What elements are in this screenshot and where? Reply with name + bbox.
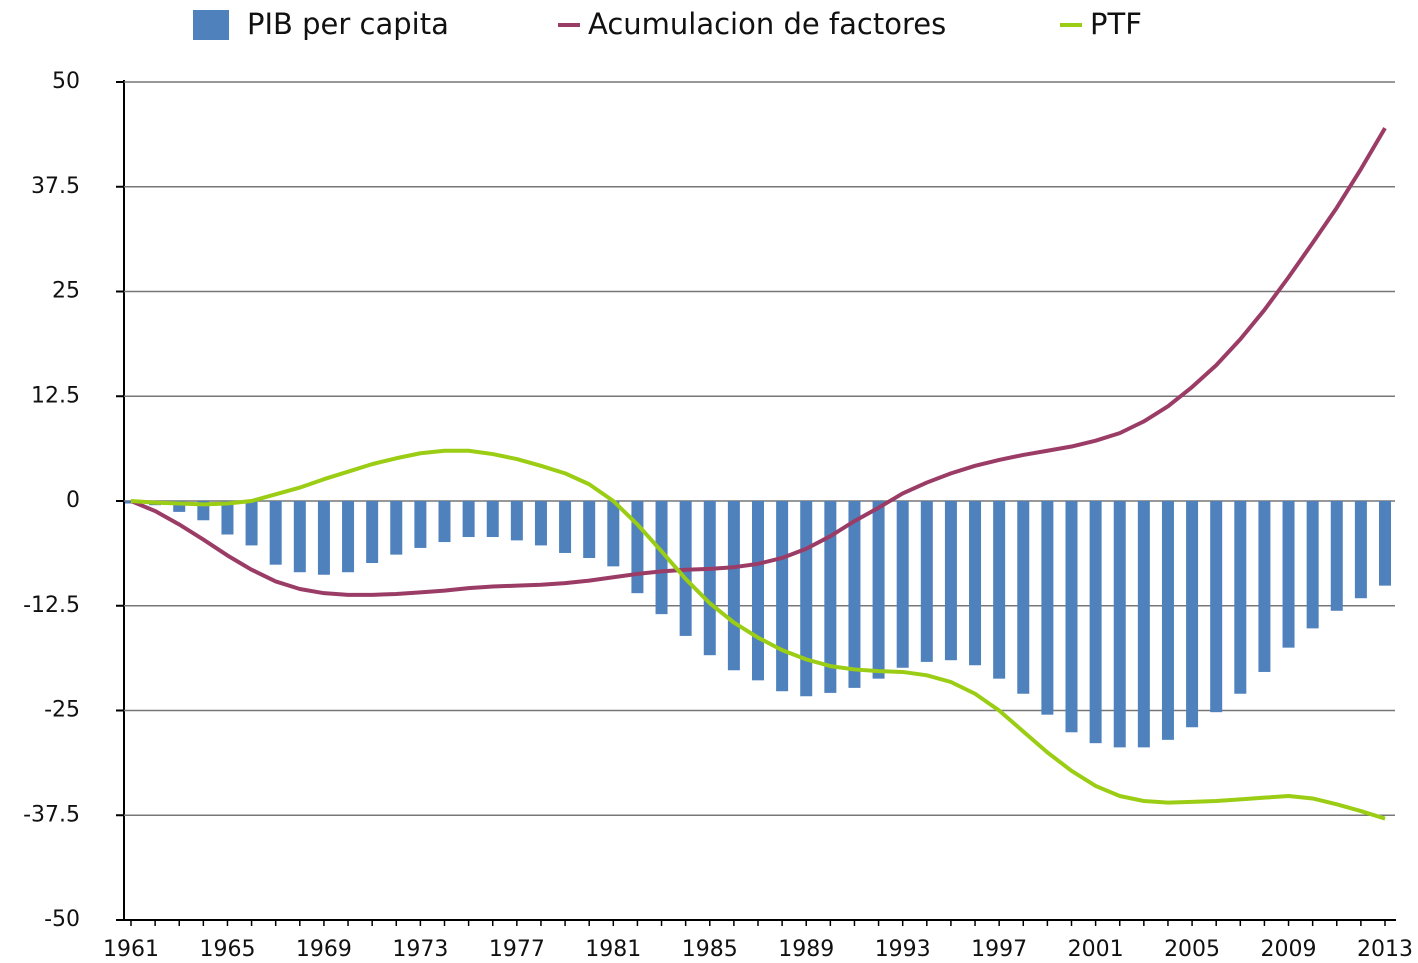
bar [1186, 501, 1199, 728]
bar [776, 501, 789, 692]
y-tick-label: 12.5 [31, 383, 80, 408]
legend-label: Acumulacion de factores [588, 7, 946, 41]
x-tick-label: 1977 [489, 937, 545, 962]
legend-swatch [193, 10, 229, 40]
x-tick-label: 1993 [875, 937, 931, 962]
bar [414, 501, 427, 548]
bar [896, 501, 909, 668]
bar [534, 501, 547, 546]
bar [462, 501, 475, 538]
x-tick-label: 2001 [1068, 937, 1124, 962]
bar [1379, 501, 1391, 586]
line [130, 448, 1386, 821]
x-tick-label: 1973 [392, 937, 448, 962]
bar [1089, 501, 1102, 744]
bar [317, 501, 330, 575]
bar [173, 501, 186, 512]
bar [1306, 501, 1319, 629]
y-tick-label: -37.5 [23, 802, 80, 827]
bar [800, 501, 813, 697]
x-tick-label: 1997 [971, 937, 1027, 962]
bar [221, 501, 234, 535]
y-tick-label: -50 [44, 907, 80, 932]
y-tick-label: 0 [66, 488, 80, 513]
bar [1258, 501, 1271, 672]
x-tick-label: 2005 [1164, 937, 1220, 962]
bar [969, 501, 982, 666]
x-tick-label: 1961 [103, 937, 159, 962]
y-tick-label: 50 [52, 69, 80, 94]
x-tick-label: 1965 [199, 937, 255, 962]
bar [293, 501, 306, 573]
bar [1113, 501, 1126, 748]
bar [269, 501, 282, 565]
y-tick-label: 25 [52, 279, 80, 304]
bar [920, 501, 933, 662]
bar [872, 501, 885, 679]
bar [559, 501, 572, 553]
bar [752, 501, 764, 681]
bar [1065, 501, 1078, 733]
x-tick-label: 1981 [585, 937, 641, 962]
bar [1041, 501, 1054, 715]
bar [1354, 501, 1367, 599]
bar [993, 501, 1006, 679]
bar [1161, 501, 1174, 740]
y-tick-label: 37.5 [31, 174, 80, 199]
legend-label: PTF [1090, 7, 1142, 41]
bar [342, 501, 355, 573]
x-tick-label: 1989 [778, 937, 834, 962]
bar [438, 501, 451, 543]
x-tick-label: 2009 [1261, 937, 1317, 962]
y-tick-label: -25 [44, 698, 80, 723]
bar [510, 501, 523, 541]
bar [245, 501, 258, 546]
bar [824, 501, 837, 693]
bar [1210, 501, 1223, 713]
bar [1330, 501, 1343, 611]
bar [1017, 501, 1030, 694]
bar [1137, 501, 1150, 748]
bar [703, 501, 716, 656]
bar [1234, 501, 1247, 694]
x-tick-label: 2013 [1357, 937, 1413, 962]
bar [655, 501, 668, 615]
x-tick-label: 1985 [682, 937, 738, 962]
bar [583, 501, 596, 558]
bar [1282, 501, 1295, 648]
bar [848, 501, 861, 688]
bar [631, 501, 644, 594]
bar [607, 501, 620, 567]
bar [366, 501, 379, 564]
bar [486, 501, 499, 538]
line [130, 127, 1387, 597]
y-tick-label: -12.5 [23, 593, 80, 618]
bar [944, 501, 957, 661]
x-tick-label: 1969 [296, 937, 352, 962]
bar [727, 501, 740, 671]
legend-label: PIB per capita [247, 7, 449, 41]
bar [390, 501, 403, 555]
